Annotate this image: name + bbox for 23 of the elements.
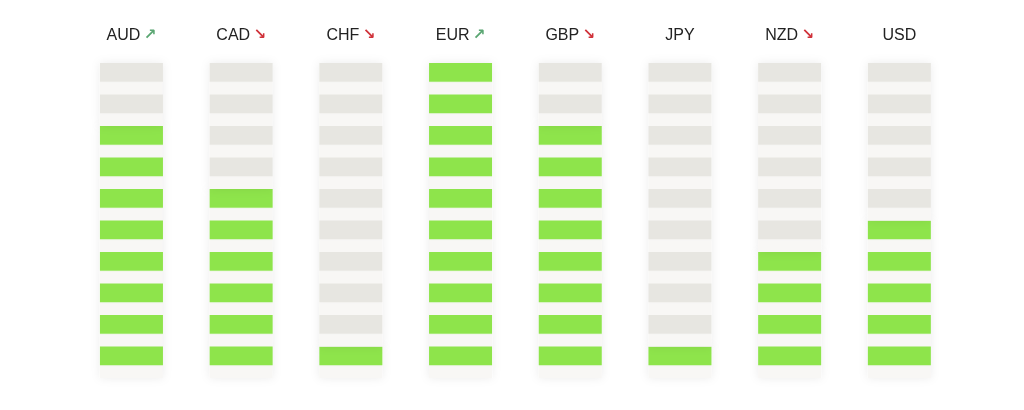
bar xyxy=(867,63,931,221)
bar xyxy=(99,126,163,378)
bar xyxy=(648,63,712,347)
x-tick-label: AUD ↗ xyxy=(106,25,157,43)
bar xyxy=(648,346,712,378)
bar xyxy=(209,189,273,378)
bar xyxy=(99,63,163,126)
bar xyxy=(209,63,273,189)
x-tick-label: CHF ↘ xyxy=(326,25,376,43)
x-tick-label: EUR ↗ xyxy=(435,25,486,43)
bar xyxy=(538,63,602,126)
bar xyxy=(538,126,602,378)
x-tick-label: CAD ↘ xyxy=(216,25,266,43)
x-tick-label: USD xyxy=(882,25,917,43)
bar xyxy=(319,63,383,347)
x-tick-label: NZD ↘ xyxy=(765,25,815,43)
bar xyxy=(429,63,493,378)
bar xyxy=(867,220,931,378)
bar xyxy=(319,346,383,378)
bar xyxy=(758,252,822,378)
x-tick-label: GBP ↘ xyxy=(545,25,596,43)
bar xyxy=(758,63,822,252)
x-tick-label: JPY xyxy=(665,25,695,43)
